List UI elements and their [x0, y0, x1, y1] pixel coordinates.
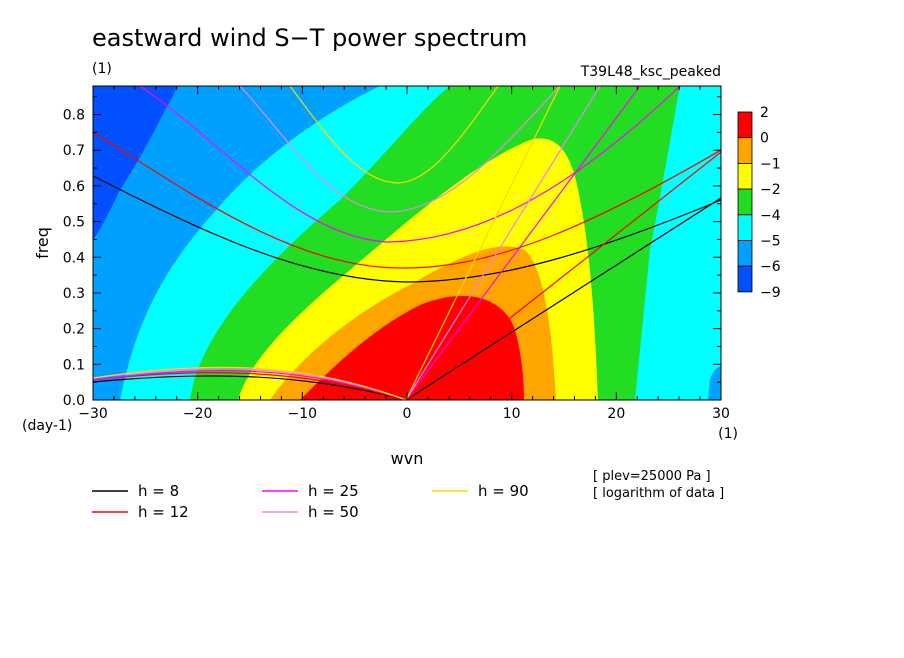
colorbar-swatch	[737, 137, 753, 164]
x-tick-label: −20	[183, 406, 213, 422]
chart-subtitle-right: T39L48_ksc_peaked	[580, 64, 721, 80]
dispersion-curves	[93, 86, 721, 400]
x-tick-label: 30	[712, 406, 730, 422]
chart-title: eastward wind S−T power spectrum	[92, 24, 527, 52]
colorbar-label: 0	[760, 131, 769, 147]
colorbar-swatch	[737, 188, 753, 216]
colorbar-label: −6	[760, 259, 781, 275]
curve-h50-rossby	[93, 368, 407, 400]
contour-band-2	[300, 295, 524, 400]
x-tick-label: −10	[288, 406, 318, 422]
curve-h50-kelvin	[405, 86, 601, 400]
y-tick-label: 0.7	[63, 143, 85, 159]
curve-h50-inertia-gravity	[239, 86, 561, 213]
contour-band--5	[93, 86, 380, 400]
x-tick-label: 0	[403, 406, 412, 422]
y-tick-label: 0.1	[63, 357, 85, 373]
legend-label: h = 50	[308, 503, 359, 521]
y-unit-label: (day-1)	[22, 418, 72, 434]
x-tick-label: 10	[503, 406, 521, 422]
colorbar-label: 2	[760, 105, 769, 121]
chart-subtitle-left: (1)	[92, 61, 112, 77]
curve-h90-rossby	[93, 366, 407, 400]
y-tick-label: 0.5	[63, 215, 85, 231]
x-tick-label: −30	[78, 406, 108, 422]
x-tick-label: 20	[607, 406, 625, 422]
colorbar-label: −9	[760, 285, 781, 301]
y-tick-label: 0.4	[63, 250, 85, 266]
colorbar-label: −1	[760, 156, 781, 172]
y-tick-label: 0.8	[63, 108, 85, 124]
x-ticks: −30 −20 −10 0 10 20 30	[78, 86, 730, 422]
curve-h90-kelvin	[405, 86, 561, 400]
legend-label: h = 8	[138, 482, 179, 500]
curve-h8-inertia-gravity	[93, 175, 721, 283]
colorbar-label: −4	[760, 208, 781, 224]
colorbar-label: −2	[760, 182, 781, 198]
curve-h8-kelvin	[405, 197, 721, 400]
colorbar-swatch	[737, 162, 753, 190]
colorbar-swatch	[737, 111, 753, 139]
legend-label: h = 25	[308, 482, 359, 500]
legend-label: h = 12	[138, 503, 189, 521]
colorbar-swatch	[737, 265, 753, 293]
curve-h8-rossby	[93, 375, 407, 400]
curve-h12-inertia-gravity	[93, 131, 721, 269]
y-tick-label: 0.0	[63, 393, 85, 409]
note-plev: [ plev=25000 Pa ]	[593, 469, 711, 484]
colorbar-swatch	[737, 240, 753, 267]
y-tick-label: 0.6	[63, 179, 85, 195]
curve-h25-kelvin	[405, 86, 641, 400]
y-axis-label: freq	[33, 227, 52, 259]
legend: h = 8 h = 12 h = 25 h = 50 h = 90	[92, 482, 529, 521]
curve-h90-inertia-gravity	[289, 86, 499, 184]
curve-h25-inertia-gravity	[139, 86, 681, 243]
x-axis-label: wvn	[391, 449, 424, 468]
contour-band--6	[93, 86, 178, 240]
y-ticks: 0.0 0.1 0.2 0.3 0.4 0.5 0.6 0.7 0.8	[63, 96, 721, 409]
curve-h25-rossby	[93, 370, 407, 400]
colorbar-swatch	[737, 214, 753, 241]
curve-h12-rossby	[93, 372, 407, 400]
contour-band--5-right	[708, 366, 721, 400]
colorbar: 2 0 −1 −2 −4 −5 −6 −9	[737, 105, 781, 301]
y-tick-label: 0.3	[63, 286, 85, 302]
x-unit-label: (1)	[718, 426, 738, 442]
y-tick-label: 0.2	[63, 322, 85, 338]
curve-h12-kelvin	[405, 151, 721, 400]
colorbar-label: −5	[760, 234, 781, 250]
legend-label: h = 90	[478, 482, 529, 500]
note-log: [ logarithm of data ]	[593, 486, 724, 501]
